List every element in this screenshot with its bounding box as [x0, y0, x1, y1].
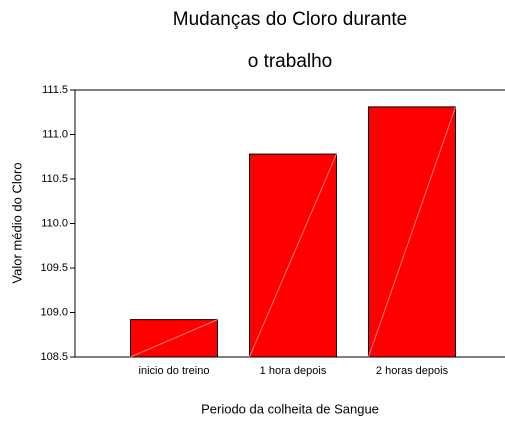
x-tick-label: inicio do treino [139, 365, 210, 377]
bar-hatch [368, 106, 456, 358]
x-tick-label: 2 horas depois [376, 365, 449, 377]
y-tick-label: 111.0 [42, 128, 68, 140]
bar-hatch [249, 153, 337, 358]
y-axis-label: Valor médio do Cloro [9, 162, 24, 283]
y-tick-label: 110.0 [41, 217, 68, 229]
y-tick-label: 111.5 [42, 84, 68, 96]
bar-hatch [130, 319, 218, 358]
y-tick-label: 108.5 [40, 351, 68, 363]
x-tick-label: 1 hora depois [260, 365, 327, 377]
y-tick-label: 109.5 [40, 262, 68, 274]
chart-title: Mudanças do Cloro durante [173, 9, 407, 30]
x-axis-label: Periodo da colheita de Sangue [201, 401, 379, 416]
y-tick-label: 110.5 [41, 173, 68, 185]
chart-title: o trabalho [248, 51, 333, 72]
y-tick-label: 109.0 [40, 306, 68, 318]
